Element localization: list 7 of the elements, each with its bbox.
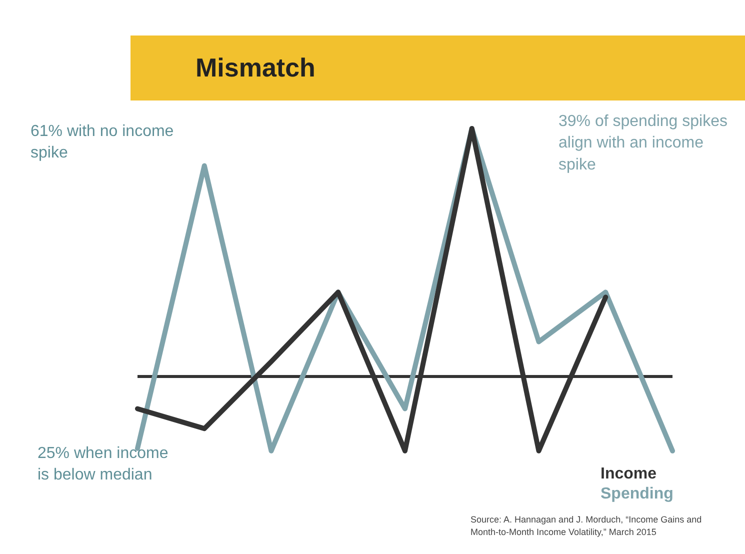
source-note: Source: A. Hannagan and J. Morduch, “Income Gains and Month-to-Month Income Volatility,” March 2015	[470, 514, 702, 537]
chart-title: Mismatch	[196, 52, 316, 82]
annotation: 25% when income is below median	[38, 445, 168, 484]
text: Income	[600, 466, 657, 482]
annotation: 39% of spending spikes align with an income spike	[558, 113, 728, 174]
text: Spending	[600, 486, 674, 502]
annotation: 61% with no income spike	[30, 123, 174, 162]
